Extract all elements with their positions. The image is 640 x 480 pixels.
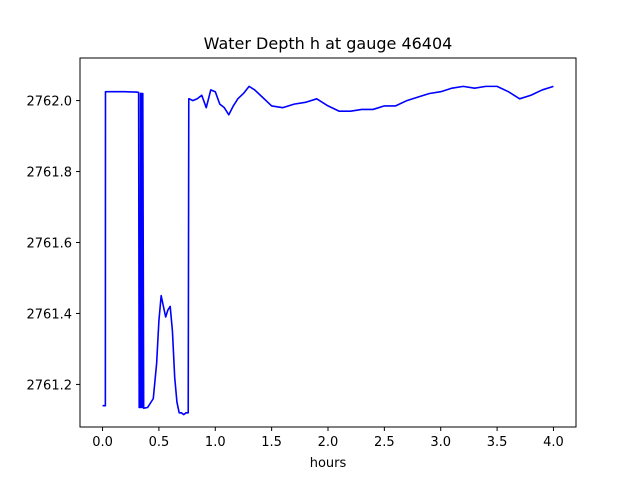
x-tick-label: 3.0	[430, 435, 451, 450]
y-tick-label: 2761.4	[27, 307, 73, 322]
x-tick-label: 4.0	[543, 435, 564, 450]
y-axis-ticks: 2761.2 2761.4 2761.6 2761.8 2762.0	[27, 95, 80, 393]
y-tick-label: 2761.8	[27, 166, 73, 181]
chart-title: Water Depth h at gauge 46404	[204, 34, 453, 53]
axes-frame	[79, 57, 577, 428]
x-tick-label: 2.5	[374, 435, 395, 450]
x-tick-label: 3.5	[487, 435, 508, 450]
x-tick-label: 0.0	[92, 435, 113, 450]
x-tick-label: 1.0	[205, 435, 226, 450]
x-tick-label: 2.0	[318, 435, 339, 450]
y-tick-label: 2761.6	[27, 237, 73, 252]
series-line	[102, 85, 554, 416]
x-tick-label: 0.5	[149, 435, 170, 450]
x-axis-label: hours	[310, 456, 347, 471]
x-tick-label: 1.5	[261, 435, 282, 450]
y-tick-label: 2761.2	[27, 378, 73, 393]
plot-area	[102, 85, 554, 416]
x-axis-ticks: 0.0 0.5 1.0 1.5 2.0 2.5 3.0 3.5 4.0	[92, 427, 564, 450]
y-tick-label: 2762.0	[27, 95, 73, 110]
